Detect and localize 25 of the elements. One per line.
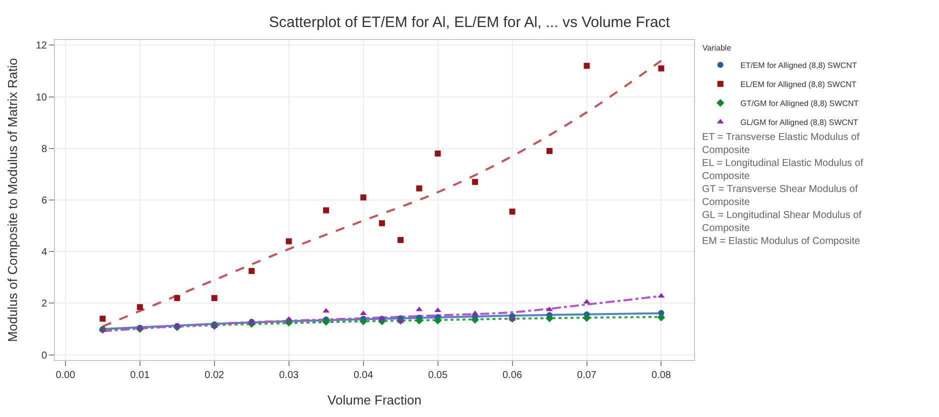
- x-tick-label: 0.03: [279, 370, 300, 381]
- x-tick-label: 0.05: [428, 370, 448, 381]
- y-tick-label: 10: [36, 92, 48, 104]
- legend-title: Variable: [702, 43, 732, 52]
- y-tick-label: 6: [41, 196, 48, 206]
- y-tick-label: 12: [36, 40, 48, 52]
- y-tick-label: 0: [41, 350, 48, 362]
- x-tick-label: 0.01: [130, 370, 150, 381]
- x-axis-title: Volume Fraction: [328, 392, 422, 408]
- y-tick-label: 4: [41, 247, 48, 258]
- legend-label: ET/EM for Alligned (8,8) SWCNT: [740, 61, 857, 70]
- text: ET = Transverse Elastic Modulus of Composite EL = Longitudinal Elastic Modulus of Composite GT = Transverse Shear Modulus of Composite GL = Longitudinal Shear Modulus of Composite EM = Elastic Modulus of Composite: [702, 132, 864, 247]
- x-tick-label: 0.08: [651, 370, 672, 381]
- x-tick-label: 0.02: [204, 370, 225, 381]
- x-tick-label: 0.06: [502, 370, 522, 381]
- x-tick-label: 0.07: [577, 370, 597, 381]
- y-axis-title: Modulus of Composite to Modulus of Matrix Ratio: [4, 58, 20, 342]
- legend-label: GL/GM for Alligned (8,8) SWCNT: [740, 118, 858, 128]
- y-tick-label: 2: [41, 298, 48, 310]
- legend-label: GT/GM for Alligned (8,8) SWCNT: [740, 99, 859, 108]
- x-tick-label: 0.00: [56, 370, 76, 381]
- legend-label: EL/EM for Alligned (8,8) SWCNT: [740, 80, 857, 90]
- x-tick-label: 0.04: [354, 370, 374, 381]
- y-tick-label: 8: [41, 144, 48, 155]
- chart-title: Scatterplot of ET/EM for Al, EL/EM for Al, ... vs Volume Fract: [269, 14, 671, 32]
